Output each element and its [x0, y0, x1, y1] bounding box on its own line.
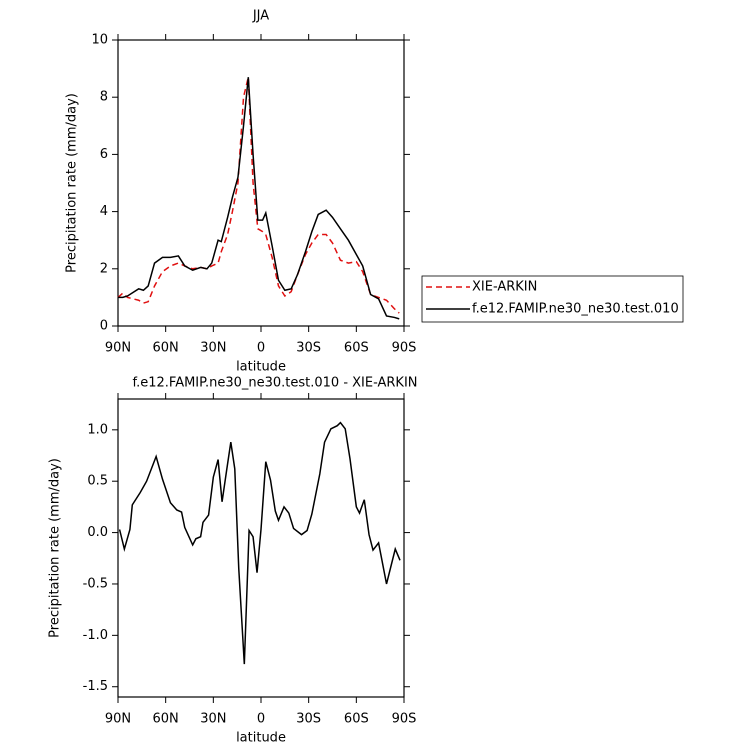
y-tick-label: 6 [100, 147, 108, 162]
x-tick-label: 60N [153, 712, 179, 727]
y-tick-label: -0.5 [83, 576, 108, 591]
plot-frame [117, 39, 405, 327]
x-tick-label: 60N [153, 341, 179, 356]
data-line [117, 77, 400, 314]
y-tick-label: -1.0 [83, 628, 108, 643]
y-axis-label: Precipitation rate (mm/day) [65, 93, 80, 273]
legend-label: XIE-ARKIN [472, 280, 537, 295]
x-tick-label: 30N [200, 712, 226, 727]
y-axis-label: Precipitation rate (mm/day) [48, 458, 63, 638]
data-line [118, 421, 401, 665]
x-tick-label: 30S [296, 712, 321, 727]
legend-box [421, 275, 684, 323]
legend-label: f.e12.FAMIP.ne30_ne30.test.010 [472, 302, 679, 317]
plot-frame [117, 398, 405, 698]
x-axis-label: latitude [236, 731, 286, 746]
y-tick-label: 1.0 [87, 422, 108, 437]
x-tick-label: 30N [200, 341, 226, 356]
x-tick-label: 0 [257, 341, 265, 356]
y-tick-label: 0.0 [87, 525, 108, 540]
y-tick-label: 2 [100, 261, 108, 276]
data-line [118, 77, 400, 320]
x-tick-label: 90N [105, 341, 131, 356]
x-tick-label: 60S [344, 712, 369, 727]
chart-title: JJA [252, 9, 269, 24]
x-tick-label: 0 [257, 712, 265, 727]
x-axis-label: latitude [236, 360, 286, 375]
y-tick-label: 4 [100, 204, 108, 219]
y-tick-label: 10 [91, 33, 108, 48]
chart-title: f.e12.FAMIP.ne30_ne30.test.010 - XIE-ARK… [132, 376, 417, 391]
x-tick-label: 30S [296, 341, 321, 356]
x-tick-label: 60S [344, 341, 369, 356]
y-tick-label: 8 [100, 90, 108, 105]
y-tick-label: 0.5 [87, 474, 108, 489]
y-tick-label: 0 [100, 319, 108, 334]
y-tick-label: -1.5 [83, 679, 108, 694]
x-tick-label: 90S [392, 712, 417, 727]
x-tick-label: 90S [392, 341, 417, 356]
x-tick-label: 90N [105, 712, 131, 727]
